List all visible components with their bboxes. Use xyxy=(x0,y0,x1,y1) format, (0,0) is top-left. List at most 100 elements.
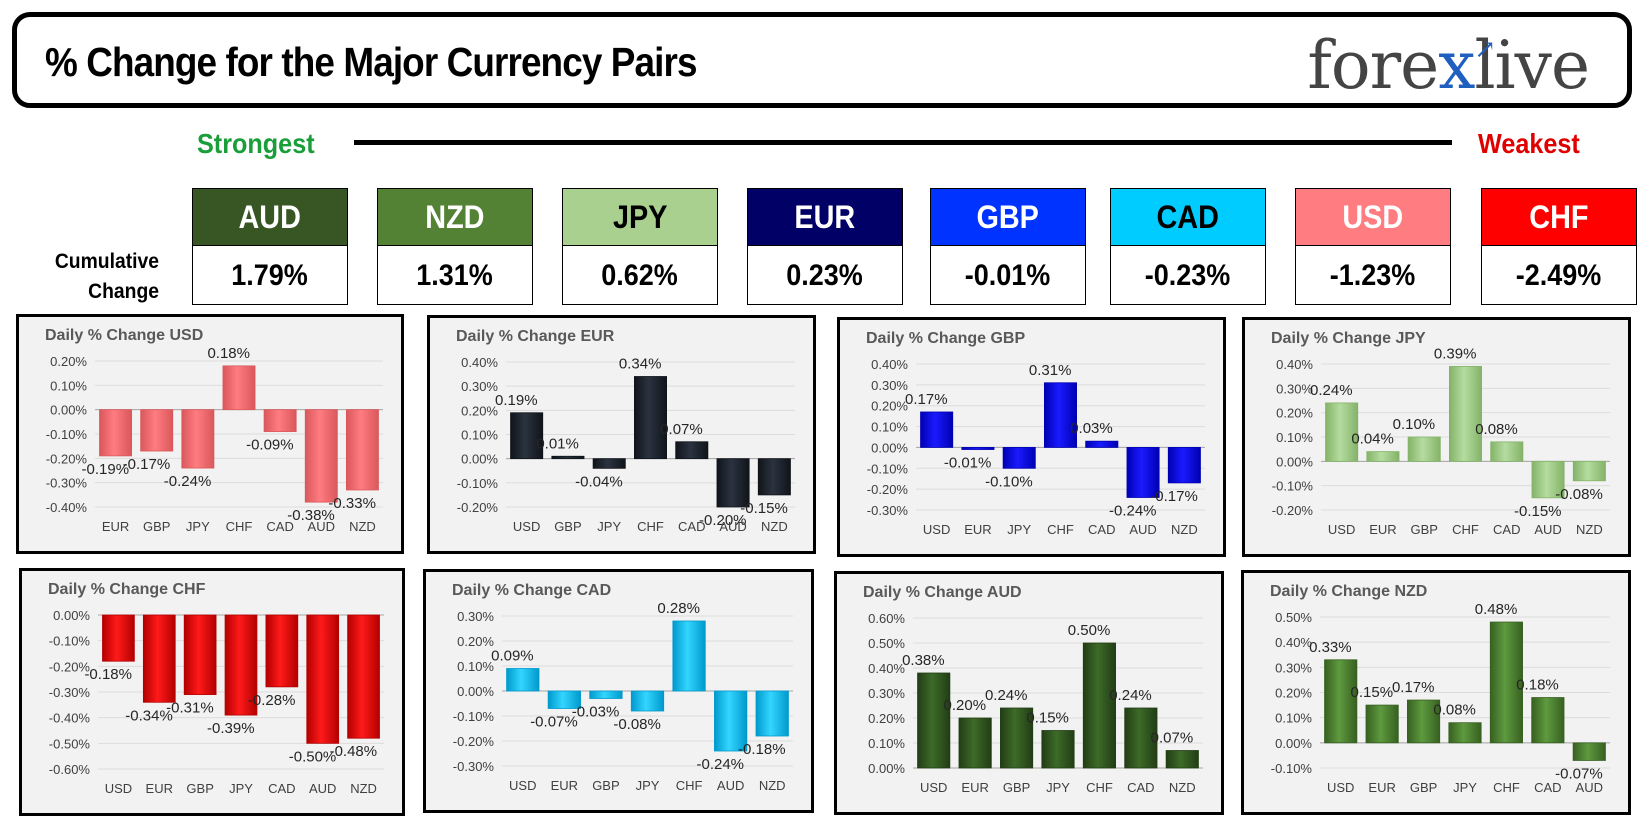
bar xyxy=(1572,742,1606,761)
bar-chart-svg: -0.20%-0.10%0.00%0.10%0.20%0.30%0.40%0.1… xyxy=(457,355,795,534)
bars xyxy=(920,382,1201,498)
chart-title: Daily % Change NZD xyxy=(1270,583,1428,600)
data-label: 0.38% xyxy=(902,652,945,669)
data-label: 0.24% xyxy=(985,687,1028,704)
data-labels: 0.09% -0.07%-0.03%-0.08% 0.28% -0.24%-0.18% xyxy=(491,600,785,773)
data-label: -0.04% xyxy=(575,473,623,490)
data-label: 0.50% xyxy=(1068,622,1111,639)
bar xyxy=(961,447,995,450)
x-tick-label: NZD xyxy=(761,519,788,534)
bar xyxy=(224,614,258,716)
bar xyxy=(630,690,665,712)
y-tick-label: -0.30% xyxy=(453,759,495,774)
bars xyxy=(917,642,1199,769)
bar xyxy=(1126,447,1160,498)
y-tick-label: 0.10% xyxy=(1275,711,1312,726)
currency-box-aud: AUD 1.79% xyxy=(192,188,348,305)
data-label: 0.15% xyxy=(1351,684,1394,701)
bar xyxy=(757,458,791,496)
currency-name-text: JPY xyxy=(612,198,668,235)
y-tick-label: -0.20% xyxy=(49,659,91,674)
bar xyxy=(1365,704,1399,744)
bar xyxy=(304,409,338,503)
y-tick-label: -0.50% xyxy=(49,736,91,751)
x-tick-label: USD xyxy=(509,778,536,793)
x-tick-label: GBP xyxy=(1410,780,1437,795)
data-label: 0.39% xyxy=(1434,345,1477,362)
currency-name-text: CHF xyxy=(1529,198,1589,235)
x-tick-label: CAD xyxy=(266,519,293,534)
x-tick-labels: USD EUR GBP JPY CHF CAD NZD xyxy=(920,780,1196,795)
data-label: 0.31% xyxy=(1029,362,1072,379)
y-tick-label: 0.40% xyxy=(1276,357,1313,372)
y-axis-ticks: -0.20% -0.10% 0.00% 0.10% 0.20% 0.30% 0.40% xyxy=(457,355,795,515)
data-label: 0.04% xyxy=(1351,431,1394,448)
data-label: 0.10% xyxy=(1393,416,1436,433)
y-tick-label: 0.20% xyxy=(461,403,498,418)
chart-panel-eur: Daily % Change EUR -0.20% -0.10% 0.00% 0.10… xyxy=(427,315,816,554)
currency-value-text: -2.49% xyxy=(1516,258,1602,292)
bar xyxy=(263,409,297,432)
currency-box-cad: CAD -0.23% xyxy=(1110,188,1266,305)
x-tick-label: CAD xyxy=(1493,522,1520,537)
x-tick-label: CHF xyxy=(637,519,664,534)
data-label: -0.07% xyxy=(530,714,578,731)
bar xyxy=(1448,722,1482,744)
data-labels: 0.17% -0.01%-0.10% 0.31% 0.03% -0.24%-0.17% xyxy=(905,362,1198,520)
currency-name-text: NZD xyxy=(425,198,485,235)
y-tick-label: -0.10% xyxy=(457,476,499,491)
bar-chart-svg: -0.40%-0.30%-0.20%-0.10%0.00%0.10%0.20%-… xyxy=(46,345,383,534)
data-label: -0.09% xyxy=(246,437,294,454)
y-tick-label: -0.10% xyxy=(46,427,88,442)
x-tick-label: CHF xyxy=(1047,522,1074,537)
data-label: 0.48% xyxy=(1475,601,1518,618)
data-label: -0.15% xyxy=(1514,503,1562,520)
chart-title: Daily % Change USD xyxy=(45,327,204,344)
x-tick-label: NZD xyxy=(1169,780,1196,795)
x-tick-label: CAD xyxy=(1534,780,1561,795)
y-tick-label: -0.10% xyxy=(867,461,909,476)
data-label: 0.17% xyxy=(1392,679,1435,696)
y-tick-label: 0.20% xyxy=(1275,686,1312,701)
data-label: -0.38% xyxy=(287,507,335,524)
chart-title: Daily % Change CAD xyxy=(452,582,612,599)
y-tick-label: -0.20% xyxy=(457,500,499,515)
bar xyxy=(675,441,709,460)
x-tick-label: CHF xyxy=(1452,522,1479,537)
y-tick-label: 0.20% xyxy=(457,634,494,649)
x-tick-label: JPY xyxy=(597,519,621,534)
currency-box-chf: CHF -2.49% xyxy=(1481,188,1637,305)
x-tick-label: NZD xyxy=(350,781,377,796)
currency-cumulative-value: 1.31% xyxy=(378,246,532,305)
data-labels: -0.18% -0.34%-0.31% -0.39% -0.28% -0.50%-0.4… xyxy=(84,666,377,765)
bar xyxy=(633,376,668,460)
x-tick-label: CHF xyxy=(676,778,703,793)
y-tick-label: -0.30% xyxy=(49,685,91,700)
x-tick-label: GBP xyxy=(1410,522,1437,537)
data-label: 0.34% xyxy=(619,356,662,373)
chart-panel-jpy: Daily % Change JPY -0.20% -0.10% 0.00% 0.10… xyxy=(1242,317,1631,557)
y-tick-label: 0.30% xyxy=(461,379,498,394)
y-tick-label: 0.40% xyxy=(871,357,908,372)
data-label: -0.10% xyxy=(985,473,1033,490)
y-tick-label: 0.30% xyxy=(871,378,908,393)
bars xyxy=(510,376,791,508)
bar xyxy=(1572,460,1606,482)
x-tick-label: AUD xyxy=(1534,522,1561,537)
bar xyxy=(1085,440,1119,448)
data-label: -0.17% xyxy=(1150,488,1198,505)
currency-name: JPY xyxy=(563,189,717,246)
x-tick-label: JPY xyxy=(1007,522,1031,537)
bar xyxy=(1448,366,1483,462)
bar xyxy=(1325,402,1359,462)
currency-value-text: 1.79% xyxy=(231,258,309,292)
data-labels: -0.19%-0.17%-0.24% 0.18% -0.09% -0.38%-0.33… xyxy=(82,345,376,524)
y-axis-ticks: 0.00% 0.10% 0.20% 0.30% 0.40% 0.50% 0.60% xyxy=(868,611,1203,776)
x-tick-label: CHF xyxy=(226,519,253,534)
forexlive-logo: forex ↗ live xyxy=(1307,27,1590,104)
currency-cumulative-value: 1.79% xyxy=(193,246,347,305)
data-label: -0.31% xyxy=(166,700,214,717)
currency-box-jpy: JPY 0.62% xyxy=(562,188,718,305)
bar xyxy=(589,690,623,699)
bar-chart-svg: -0.20%-0.10%0.00%0.10%0.20%0.30%0.40%0.2… xyxy=(1272,345,1610,537)
